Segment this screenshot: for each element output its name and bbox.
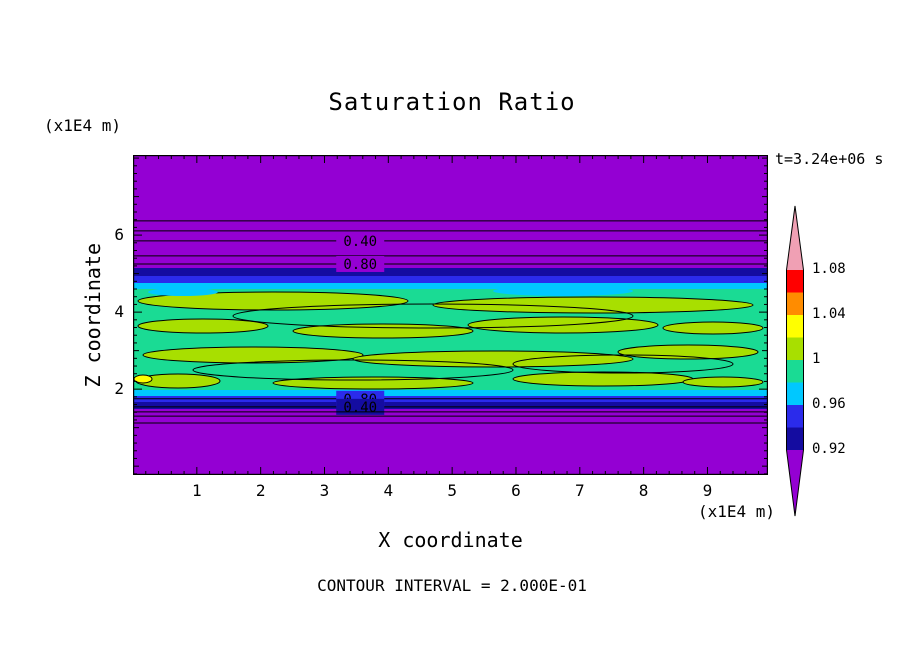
contour-label-bg xyxy=(336,255,385,272)
chart-title: Saturation Ratio xyxy=(328,88,576,116)
colorbar-label: 1 xyxy=(812,351,821,367)
colorbar-segment-navy xyxy=(786,427,804,450)
plot-border xyxy=(133,155,768,475)
x-tick-label: 6 xyxy=(511,481,521,500)
contour-patch xyxy=(662,321,764,335)
contour-patch xyxy=(352,350,634,368)
colorbar-segment-yellow xyxy=(786,315,804,338)
y-tick-label: 6 xyxy=(114,225,124,245)
colorbar-arrow-bottom xyxy=(786,450,804,516)
colorbar-outline xyxy=(786,205,804,517)
contour-patch xyxy=(142,346,364,364)
contour-patch xyxy=(512,354,734,374)
y-tick-label: 2 xyxy=(114,379,124,399)
contour-label: 0.40 xyxy=(343,234,377,250)
x-tick-label: 1 xyxy=(192,481,202,500)
colorbar-arrow-top xyxy=(786,206,804,270)
x-tick-label: 4 xyxy=(383,481,394,500)
colorbar-segment-blue xyxy=(786,405,804,428)
x-tick-label: 3 xyxy=(319,481,330,500)
contour-interval-note: CONTOUR INTERVAL = 2.000E-01 xyxy=(317,576,587,595)
x-tick-label: 5 xyxy=(447,481,457,500)
contour-label: 0.80 xyxy=(343,257,377,273)
colorbar-segment-green xyxy=(786,360,804,383)
colorbar xyxy=(786,205,804,517)
x-tick-label: 7 xyxy=(574,481,585,500)
contour-patch xyxy=(272,376,474,390)
colorbar-segment-orange xyxy=(786,292,804,315)
fill-band-navy xyxy=(133,267,768,276)
fill-band-navy xyxy=(133,401,768,409)
x-axis-unit-label: (x1E4 m) xyxy=(697,502,775,521)
colorbar-segment-red xyxy=(786,270,804,293)
contour-patch xyxy=(137,318,269,334)
contour-label-bg xyxy=(336,398,385,415)
plot-area: 0.400.800.800.40 xyxy=(133,155,768,475)
contour-patch xyxy=(192,359,514,381)
x-tick-label: 8 xyxy=(638,481,649,500)
contour-patch xyxy=(432,296,754,314)
colorbar-label: 1.08 xyxy=(812,261,846,277)
colorbar-label: 0.96 xyxy=(812,396,846,412)
fill-band-purple xyxy=(133,408,768,475)
colorbar-segment-cyan xyxy=(786,382,804,405)
y-tick-label: 4 xyxy=(114,302,124,322)
contour-patch xyxy=(232,303,634,329)
colorbar-label: 0.92 xyxy=(812,441,846,457)
contour-patch xyxy=(493,286,633,296)
fill-band-cyan xyxy=(133,282,768,290)
colorbar-segment-chartreuse xyxy=(786,337,804,360)
contour-field: 0.400.800.800.40 xyxy=(133,155,768,475)
colorbar-label: 1.04 xyxy=(812,306,846,322)
contour-label: 0.40 xyxy=(343,400,377,416)
fill-band-purple xyxy=(133,155,768,268)
time-annotation: t=3.24e+06 s xyxy=(775,150,884,168)
contour-label-bg xyxy=(336,232,385,249)
contour-patch xyxy=(512,371,694,387)
x-tick-label: 2 xyxy=(255,481,266,500)
fill-band-blue xyxy=(133,275,768,283)
x-axis-title: X coordinate xyxy=(378,528,523,552)
fill-band-cyan xyxy=(133,389,768,397)
contour-patch xyxy=(148,288,218,296)
contour-patch xyxy=(682,376,764,388)
y-axis-unit-label: (x1E4 m) xyxy=(44,116,122,135)
x-tick-label: 9 xyxy=(702,481,713,500)
